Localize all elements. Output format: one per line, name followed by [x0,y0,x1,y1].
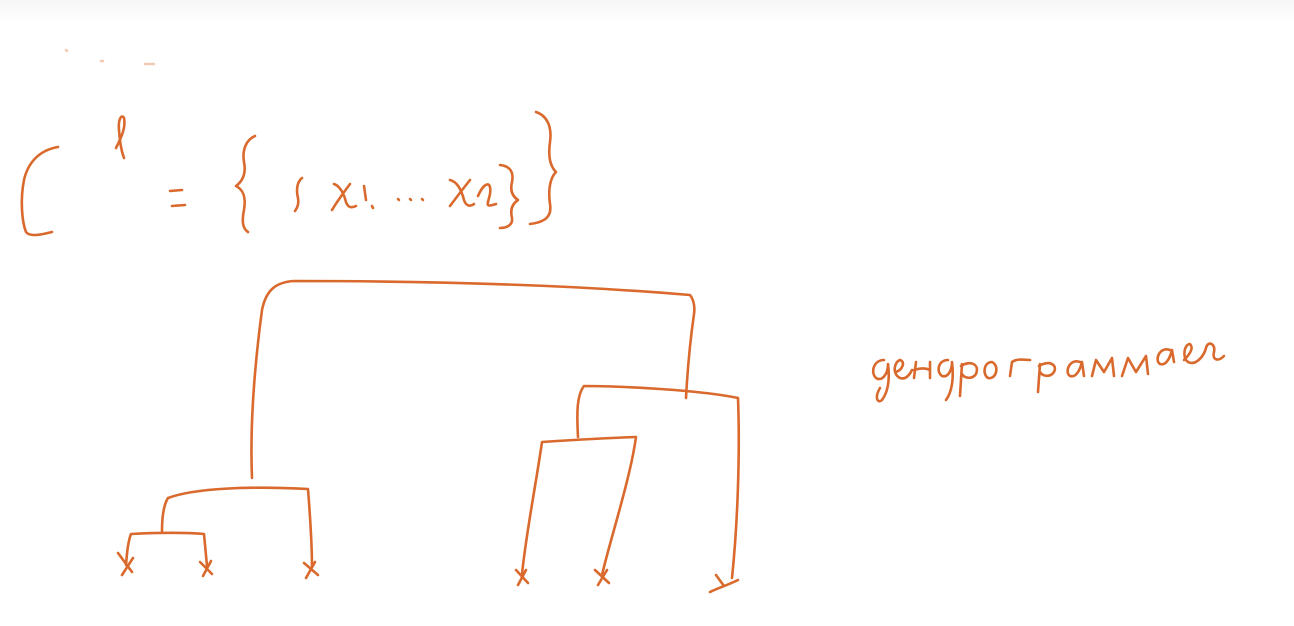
dendrogram-branch [250,279,696,480]
dendrogram-leaf [593,568,611,587]
dendrogram-leaf [116,551,135,577]
dendrogram-leaf [198,559,214,578]
dendrogram-branch [520,435,638,577]
dendrogram [116,279,741,594]
dendrogram-label [871,342,1226,403]
dendrogram-leaf [302,560,320,580]
dendrogram-branch [576,384,741,580]
formula [20,110,558,237]
dendrogram-branch [160,486,314,569]
dendrogram-branch [124,531,209,568]
dendrogram-leaf [514,568,530,587]
stray-marks [64,48,156,66]
dendrogram-leaf [708,573,740,594]
